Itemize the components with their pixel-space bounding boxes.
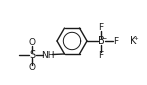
- Text: NH: NH: [41, 50, 55, 59]
- Text: O: O: [29, 63, 35, 72]
- Text: S: S: [29, 50, 35, 60]
- Text: K: K: [130, 36, 136, 46]
- Text: F: F: [98, 23, 104, 32]
- Text: +: +: [133, 36, 138, 41]
- Text: F: F: [113, 36, 119, 45]
- Text: F: F: [98, 50, 104, 59]
- Text: O: O: [29, 38, 35, 47]
- Text: −: −: [101, 35, 107, 40]
- Text: B: B: [98, 36, 104, 46]
